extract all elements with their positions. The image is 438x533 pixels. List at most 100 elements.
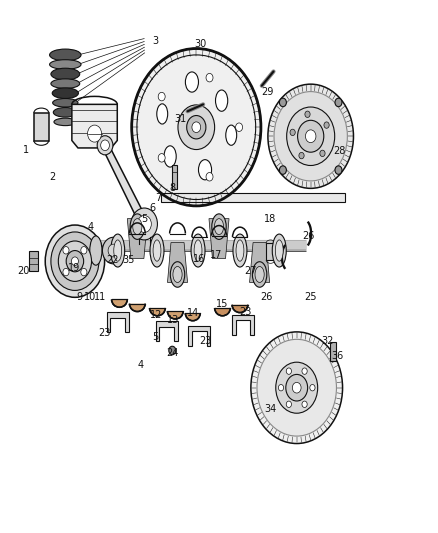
Text: 20: 20 <box>17 266 30 276</box>
Text: 18: 18 <box>265 214 277 224</box>
Bar <box>172 165 177 189</box>
Ellipse shape <box>185 72 198 92</box>
Circle shape <box>81 268 87 276</box>
Ellipse shape <box>150 234 164 267</box>
Circle shape <box>169 346 176 355</box>
Ellipse shape <box>170 262 185 287</box>
Ellipse shape <box>191 234 205 267</box>
Bar <box>266 243 275 260</box>
Polygon shape <box>232 305 248 312</box>
Circle shape <box>45 225 105 297</box>
Circle shape <box>138 215 151 232</box>
Circle shape <box>206 74 213 82</box>
Text: 11: 11 <box>94 292 106 302</box>
Circle shape <box>302 368 307 374</box>
Circle shape <box>187 116 206 139</box>
Polygon shape <box>167 243 187 282</box>
Text: 32: 32 <box>321 336 333 346</box>
Text: 22: 22 <box>106 255 118 265</box>
Text: 23: 23 <box>98 328 110 338</box>
Ellipse shape <box>198 160 212 180</box>
Ellipse shape <box>233 234 247 267</box>
Circle shape <box>178 105 215 150</box>
Circle shape <box>305 111 310 117</box>
Ellipse shape <box>133 219 142 235</box>
Circle shape <box>286 401 291 407</box>
Ellipse shape <box>164 146 176 167</box>
Circle shape <box>324 122 329 128</box>
Circle shape <box>108 244 119 257</box>
Ellipse shape <box>272 234 286 267</box>
Ellipse shape <box>194 240 202 261</box>
Text: 23: 23 <box>200 336 212 346</box>
Circle shape <box>299 152 304 159</box>
Circle shape <box>276 362 318 413</box>
Ellipse shape <box>276 240 283 261</box>
Text: 26: 26 <box>302 231 314 241</box>
Circle shape <box>63 268 69 276</box>
Polygon shape <box>155 321 177 342</box>
Ellipse shape <box>173 266 182 282</box>
Polygon shape <box>250 243 270 282</box>
Circle shape <box>206 173 213 181</box>
Text: 29: 29 <box>262 87 274 97</box>
Text: 10: 10 <box>84 292 96 302</box>
Text: 2: 2 <box>49 172 55 182</box>
Circle shape <box>320 150 325 157</box>
Polygon shape <box>209 219 229 259</box>
Circle shape <box>131 208 157 240</box>
Ellipse shape <box>51 68 80 80</box>
Polygon shape <box>188 326 210 346</box>
Bar <box>330 342 336 361</box>
Text: 1: 1 <box>23 144 29 155</box>
Circle shape <box>101 140 110 151</box>
Circle shape <box>287 107 335 165</box>
Circle shape <box>97 136 113 155</box>
Text: 35: 35 <box>122 255 134 265</box>
Text: 13: 13 <box>167 314 179 325</box>
Text: 15: 15 <box>216 298 229 309</box>
Circle shape <box>302 401 307 407</box>
Text: 17: 17 <box>210 250 222 260</box>
Ellipse shape <box>53 99 78 107</box>
Circle shape <box>251 332 343 443</box>
Circle shape <box>279 384 284 391</box>
Polygon shape <box>150 308 165 316</box>
Circle shape <box>102 237 124 264</box>
Text: 24: 24 <box>166 348 178 358</box>
Text: 8: 8 <box>169 183 175 193</box>
Ellipse shape <box>90 236 102 265</box>
Circle shape <box>236 123 243 132</box>
Ellipse shape <box>130 214 145 239</box>
Text: 19: 19 <box>68 263 80 272</box>
Polygon shape <box>127 219 148 259</box>
Circle shape <box>279 98 286 107</box>
Ellipse shape <box>54 118 77 126</box>
Text: 16: 16 <box>193 254 205 263</box>
Polygon shape <box>72 104 117 148</box>
Bar <box>34 113 49 141</box>
Ellipse shape <box>49 60 81 69</box>
Polygon shape <box>107 312 129 333</box>
Circle shape <box>66 251 84 272</box>
Polygon shape <box>185 313 200 321</box>
Polygon shape <box>167 311 183 319</box>
Ellipse shape <box>53 108 78 117</box>
Ellipse shape <box>153 240 161 261</box>
Text: 5: 5 <box>152 332 158 342</box>
Text: 26: 26 <box>260 292 272 302</box>
Text: 6: 6 <box>149 203 155 213</box>
Ellipse shape <box>51 79 80 88</box>
Polygon shape <box>101 146 149 224</box>
Ellipse shape <box>157 104 168 124</box>
Text: 3: 3 <box>152 36 159 45</box>
Ellipse shape <box>252 262 267 287</box>
Circle shape <box>257 340 336 436</box>
Polygon shape <box>215 308 230 316</box>
Circle shape <box>310 384 315 391</box>
Circle shape <box>51 232 99 290</box>
Text: 9: 9 <box>77 292 83 302</box>
Circle shape <box>297 120 324 152</box>
Circle shape <box>71 257 78 265</box>
Circle shape <box>132 49 261 206</box>
